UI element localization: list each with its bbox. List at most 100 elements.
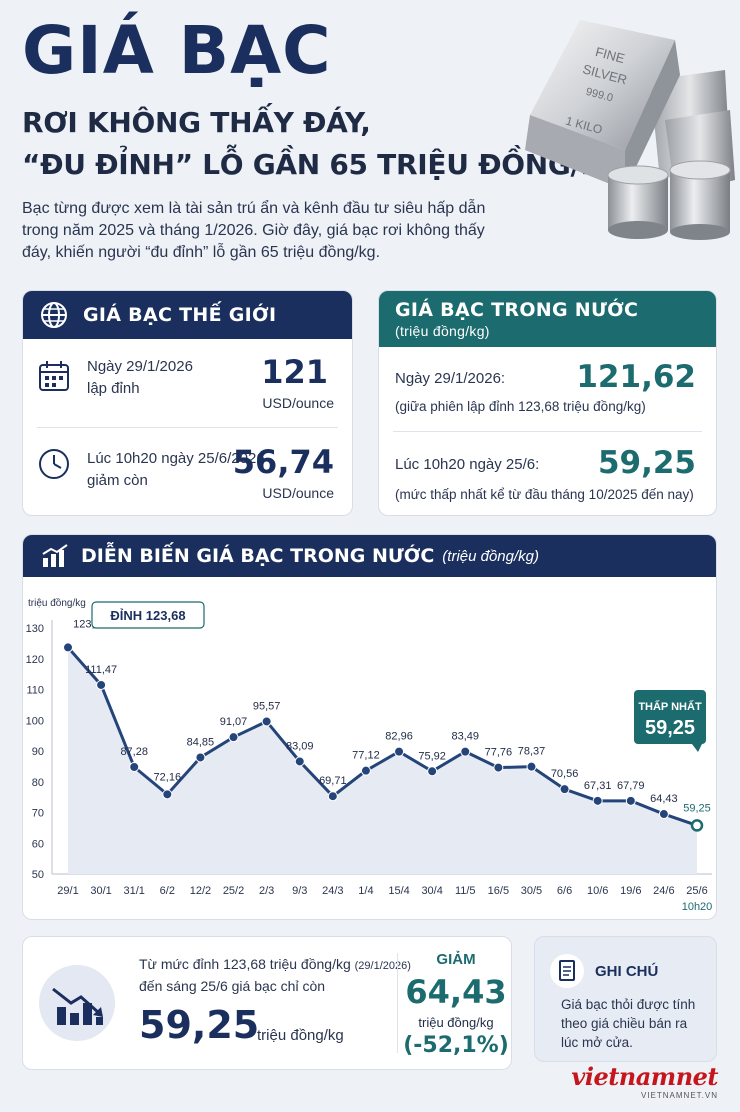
y-tick-label: 90 (32, 746, 44, 758)
data-label: 75,92 (418, 750, 446, 762)
domestic-row2-note: (mức thấp nhất kể từ đầu tháng 10/2025 đ… (395, 487, 694, 502)
data-point (327, 791, 338, 802)
world-price-card: GIÁ BẠC THẾ GIỚI Ngày 29/1/2026 lập đỉnh… (22, 290, 353, 516)
low-callout-title: THẤP NHẤT (638, 700, 702, 713)
intro-text: Bạc từng được xem là tài sản trú ẩn và k… (22, 200, 486, 261)
data-label: 111,47 (85, 664, 117, 676)
clock-icon (39, 449, 69, 479)
x-tick-label: 24/3 (322, 885, 343, 897)
domestic-row1-label: Ngày 29/1/2026: (395, 370, 506, 387)
drop-label: GIẢM (436, 951, 476, 968)
data-point (493, 762, 504, 773)
x-tick-label: 16/5 (488, 885, 509, 897)
x-tick-label: 30/1 (90, 885, 111, 897)
y-tick-label: 50 (32, 869, 44, 881)
data-point (559, 784, 570, 795)
data-point (162, 789, 173, 800)
x-tick-label: 31/1 (123, 885, 144, 897)
data-point (625, 795, 636, 806)
domestic-price-card: GIÁ BẠC TRONG NƯỚC (triệu đồng/kg) Ngày … (378, 290, 717, 516)
y-tick-label: 130 (26, 623, 44, 635)
data-point (526, 761, 537, 772)
summary-text2: đến sáng 25/6 giá bạc chỉ còn (139, 978, 326, 994)
data-point (228, 732, 239, 743)
data-point (63, 642, 73, 653)
data-label: 77,76 (485, 747, 513, 759)
coin-stack-2 (669, 160, 731, 240)
x-tick-label: 29/1 (57, 885, 78, 897)
y-tick-label: 70 (32, 808, 44, 820)
data-point (690, 819, 704, 832)
data-point (129, 761, 140, 772)
world-price-header: GIÁ BẠC THẾ GIỚI (23, 291, 352, 339)
chart-title: DIỄN BIẾN GIÁ BẠC TRONG NƯỚC (81, 545, 435, 567)
x-tick-label: 11/5 (455, 885, 476, 897)
bar-chart-icon (42, 544, 68, 567)
note-text: Giá bạc thỏi được tính theo giá chiều bá… (561, 997, 696, 1050)
y-tick-label: 120 (26, 654, 44, 666)
domestic-row1-value: 121,62 (576, 359, 696, 395)
data-label: 67,31 (584, 780, 612, 792)
page-title: GIÁ BẠC (22, 12, 332, 89)
data-point (294, 756, 305, 767)
chart-unit: (triệu đồng/kg) (442, 547, 539, 565)
x-tick-label: 1/4 (358, 885, 373, 897)
world-row1-label1: Ngày 29/1/2026 (87, 358, 193, 375)
domestic-price-header: GIÁ BẠC TRONG NƯỚC (triệu đồng/kg) (379, 291, 716, 347)
data-point (261, 716, 272, 727)
x-tick-label: 10/6 (587, 885, 608, 897)
x-tick-label: 30/5 (521, 885, 542, 897)
world-price-title: GIÁ BẠC THẾ GIỚI (83, 304, 277, 326)
x-tick-label: 25/2 (223, 885, 244, 897)
data-label: 82,96 (385, 731, 413, 743)
data-point (427, 766, 438, 777)
domestic-price-unit: (triệu đồng/kg) (395, 323, 490, 339)
data-label: 69,71 (319, 775, 347, 787)
chart-header: DIỄN BIẾN GIÁ BẠC TRONG NƯỚC (triệu đồng… (23, 535, 716, 577)
bar-engraving-1: FINE (594, 44, 627, 66)
drop-percent: (-52,1%) (403, 1033, 509, 1058)
data-point (394, 746, 405, 757)
x-tick-label: 15/4 (388, 885, 409, 897)
data-label: 77,12 (352, 750, 380, 762)
data-label: 83,09 (286, 740, 314, 752)
data-label: 67,79 (617, 780, 645, 792)
note-card: GHI CHÚ Giá bạc thỏi được tính theo giá … (534, 936, 717, 1062)
data-point (460, 746, 471, 757)
y-tick-label: 100 (26, 715, 44, 727)
world-row2-label1: Lúc 10h20 ngày 25/6/2026 (87, 450, 265, 467)
low-callout-box (634, 690, 706, 744)
page-subtitle-line1: RƠI KHÔNG THẤY ĐÁY, (22, 106, 371, 139)
world-row1-value: 121 (261, 353, 328, 391)
data-label: 87,28 (120, 746, 148, 758)
price-line-chart: triệu đồng/kg 50 60 70 80 90 100 110 120 130 29/1 3… (26, 597, 713, 913)
data-point (592, 795, 603, 806)
x-tick-label: 6/2 (160, 885, 175, 897)
data-label: 84,85 (187, 736, 215, 748)
y-axis-label: triệu đồng/kg (28, 597, 86, 609)
data-point (195, 752, 206, 763)
data-point (360, 765, 371, 776)
vietnamnet-logo: vietnamnet VIETNAMNET.VN (571, 1062, 718, 1100)
y-tick-label: 80 (32, 777, 44, 789)
coin-stack-1 (607, 165, 669, 239)
x-tick-label: 6/6 (557, 885, 572, 897)
summary-value-unit: triệu đồng/kg (257, 1027, 344, 1044)
series-area (68, 647, 697, 874)
summary-text1-date: (29/1/2026) (354, 960, 411, 972)
domestic-price-title: GIÁ BẠC TRONG NƯỚC (395, 299, 639, 321)
drop-value: 64,43 (405, 973, 507, 1011)
data-label: 83,49 (451, 731, 479, 743)
data-label: 95,57 (253, 700, 281, 712)
world-row2-value: 56,74 (232, 443, 334, 481)
data-label: 59,25 (683, 802, 711, 814)
domestic-row1-note: (giữa phiên lập đỉnh 123,68 triệu đồng/k… (395, 399, 646, 414)
summary-value: 59,25 (139, 1003, 260, 1047)
x-tick-label: 30/4 (421, 885, 442, 897)
downtrend-icon (39, 965, 115, 1041)
x-tick-label: 25/6 (686, 885, 707, 897)
low-callout-pointer (692, 744, 702, 752)
world-row2-unit: USD/ounce (262, 485, 334, 501)
data-label: 64,43 (650, 793, 678, 805)
x-tick-label: 12/2 (190, 885, 211, 897)
